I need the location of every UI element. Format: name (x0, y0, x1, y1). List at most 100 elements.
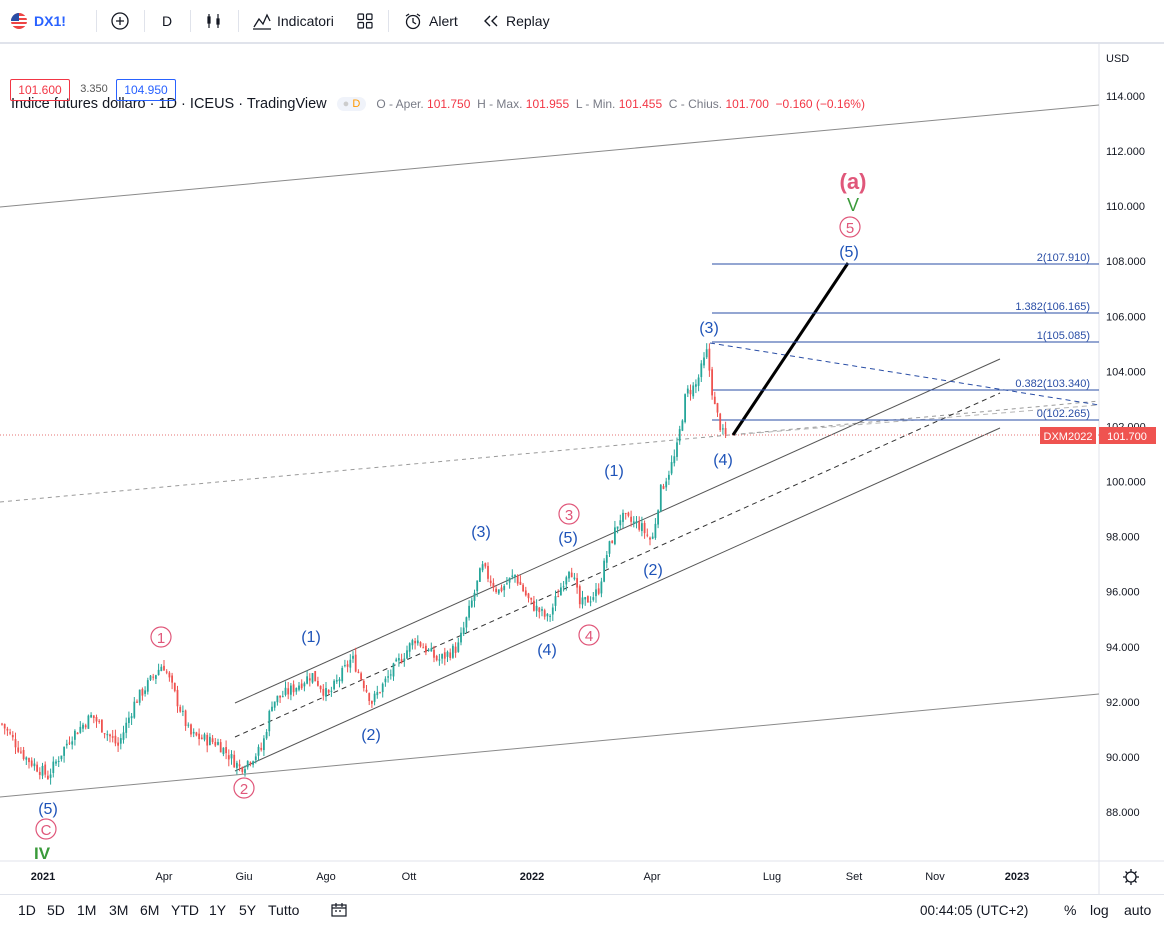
range-button-5d[interactable]: 5D (47, 902, 65, 918)
price-axis[interactable]: USD 114.000 112.000 110.000 108.000 106.000 1… (1106, 53, 1146, 819)
log-toggle[interactable]: log (1090, 902, 1109, 918)
candle-body (722, 428, 724, 430)
candle-body (611, 540, 614, 544)
currency-label[interactable]: USD (1106, 53, 1129, 65)
candle-body (422, 647, 425, 649)
candle-body (308, 678, 311, 681)
candle-body (400, 659, 403, 663)
candle-body (535, 605, 538, 611)
candle-body (344, 665, 346, 667)
price-tick-label: 100.000 (1106, 477, 1146, 489)
indicators-button[interactable]: Indicatori (252, 0, 334, 42)
candle-body (398, 658, 400, 661)
candle-body (171, 675, 173, 683)
plus-circle-icon (111, 12, 129, 30)
spread-value: 3.350 (80, 83, 108, 95)
candle-body (511, 575, 514, 577)
candle-body (457, 642, 460, 652)
candle-body (82, 724, 84, 729)
candle-body (176, 689, 179, 707)
candle-body (265, 731, 268, 739)
candle-body (30, 760, 33, 766)
circle-marker (35, 818, 57, 840)
candle-body (578, 586, 581, 605)
price-tick-label: 88.000 (1106, 807, 1140, 819)
candle-body (649, 537, 651, 540)
range-button-tutto[interactable]: Tutto (268, 902, 300, 918)
projection-line[interactable] (731, 262, 850, 436)
range-button-3m[interactable]: 3M (109, 902, 129, 918)
channel-mid-dashed-line[interactable] (234, 392, 1001, 738)
candle-body (68, 742, 71, 744)
candle-body (624, 513, 627, 515)
candle-body (468, 605, 470, 618)
lower-long-trendline[interactable] (0, 693, 1100, 798)
candle-body (487, 565, 489, 579)
candle-body (71, 741, 74, 745)
candle-body (209, 736, 211, 746)
candle-body (33, 763, 36, 767)
replay-button[interactable]: Replay (482, 0, 550, 42)
candle-body (238, 764, 241, 767)
range-button-ytd[interactable]: YTD (171, 902, 199, 918)
candle-body (395, 659, 398, 662)
price-chart[interactable]: 2(107.910) 1.382(106.165) 1(105.085) 0.3… (0, 44, 1164, 896)
candle-body (128, 717, 130, 723)
sell-price-box[interactable]: 101.600 (10, 79, 70, 101)
candle-body (206, 734, 209, 746)
candle-body (360, 673, 362, 680)
candle-body (76, 732, 79, 735)
candle-body (292, 684, 295, 693)
price-tick-label: 92.000 (1106, 697, 1140, 709)
settings-gear-icon[interactable] (1123, 869, 1139, 885)
candle-body (236, 762, 238, 768)
wave4-dashed-line[interactable] (709, 342, 1100, 406)
symbol-search-button[interactable]: DX1! (10, 0, 66, 42)
candle-body (254, 756, 257, 760)
candle-body (462, 627, 465, 635)
range-button-1y[interactable]: 1Y (209, 902, 227, 918)
time-axis[interactable]: 2021 Apr Giu Ago Ott 2022 Apr Lug Set Nov 2023 (31, 871, 1029, 883)
candle-body (314, 671, 317, 682)
channel-lower-line[interactable] (234, 427, 1001, 772)
candle-body (527, 593, 530, 599)
upper-long-trendline[interactable] (0, 104, 1100, 208)
chart-area[interactable]: 2(107.910) 1.382(106.165) 1(105.085) 0.3… (0, 43, 1164, 896)
compare-button[interactable] (110, 0, 130, 42)
candle-body (144, 690, 146, 694)
candle-body (700, 363, 703, 378)
range-button-1m[interactable]: 1M (77, 902, 97, 918)
interval-button[interactable]: D (162, 0, 172, 42)
candle-body (465, 617, 468, 628)
mid-long-dashed-trendline[interactable] (0, 400, 1100, 503)
candle-body (79, 726, 82, 733)
layouts-button[interactable] (356, 0, 374, 42)
candle-body (119, 738, 122, 744)
range-button-5y[interactable]: 5Y (239, 902, 257, 918)
clock-time[interactable]: 00:44:05 (UTC+2) (920, 902, 1029, 918)
chart-type-button[interactable] (205, 0, 223, 42)
auto-toggle[interactable]: auto (1124, 902, 1152, 918)
wave-label-2-circle: 2 (240, 781, 248, 798)
wave-label-5-left: (5) (38, 801, 58, 818)
series-title[interactable]: Indice futures dollaro · 1D · ICEUS · Tr… (11, 96, 327, 112)
candle-body (697, 377, 700, 386)
candle-body (587, 596, 589, 603)
candle-body (281, 696, 284, 698)
goto-date-button[interactable] (330, 895, 348, 925)
range-button-6m[interactable]: 6M (140, 902, 160, 918)
percent-toggle[interactable]: % (1064, 902, 1077, 918)
candle-body (584, 597, 587, 600)
candle-body (430, 648, 433, 652)
candle-body (244, 769, 246, 773)
fibonacci-levels[interactable]: 2(107.910) 1.382(106.165) 1(105.085) 0.3… (712, 252, 1099, 421)
candle-body (44, 764, 47, 775)
buy-price-box[interactable]: 104.950 (116, 79, 176, 101)
candle-body (109, 734, 111, 737)
candle-body (651, 536, 654, 539)
candle-body (222, 747, 225, 755)
alert-button[interactable]: Alert (403, 0, 458, 42)
range-button-1d[interactable]: 1D (18, 902, 36, 918)
candle-body (335, 680, 338, 682)
candle-body (479, 568, 481, 582)
